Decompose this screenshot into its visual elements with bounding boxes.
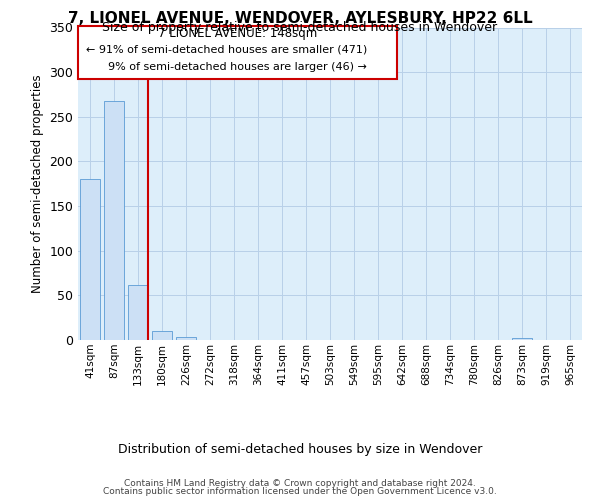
Bar [128,284,148,340]
Bar [80,180,100,340]
Text: Contains public sector information licensed under the Open Government Licence v3: Contains public sector information licen… [103,488,497,496]
Text: Contains HM Land Registry data © Crown copyright and database right 2024.: Contains HM Land Registry data © Crown c… [124,479,476,488]
Bar [152,331,172,340]
Text: Distribution of semi-detached houses by size in Wendover: Distribution of semi-detached houses by … [118,442,482,456]
Text: 9% of semi-detached houses are larger (46) →: 9% of semi-detached houses are larger (4… [109,62,367,72]
Bar [512,338,532,340]
FancyBboxPatch shape [79,26,397,80]
Text: Size of property relative to semi-detached houses in Wendover: Size of property relative to semi-detach… [103,22,497,35]
Y-axis label: Number of semi-detached properties: Number of semi-detached properties [31,74,44,293]
Text: 7, LIONEL AVENUE, WENDOVER, AYLESBURY, HP22 6LL: 7, LIONEL AVENUE, WENDOVER, AYLESBURY, H… [68,11,532,26]
Text: ← 91% of semi-detached houses are smaller (471): ← 91% of semi-detached houses are smalle… [86,44,367,54]
Bar [176,338,196,340]
Bar [104,100,124,340]
Text: 7 LIONEL AVENUE: 148sqm: 7 LIONEL AVENUE: 148sqm [158,28,317,40]
